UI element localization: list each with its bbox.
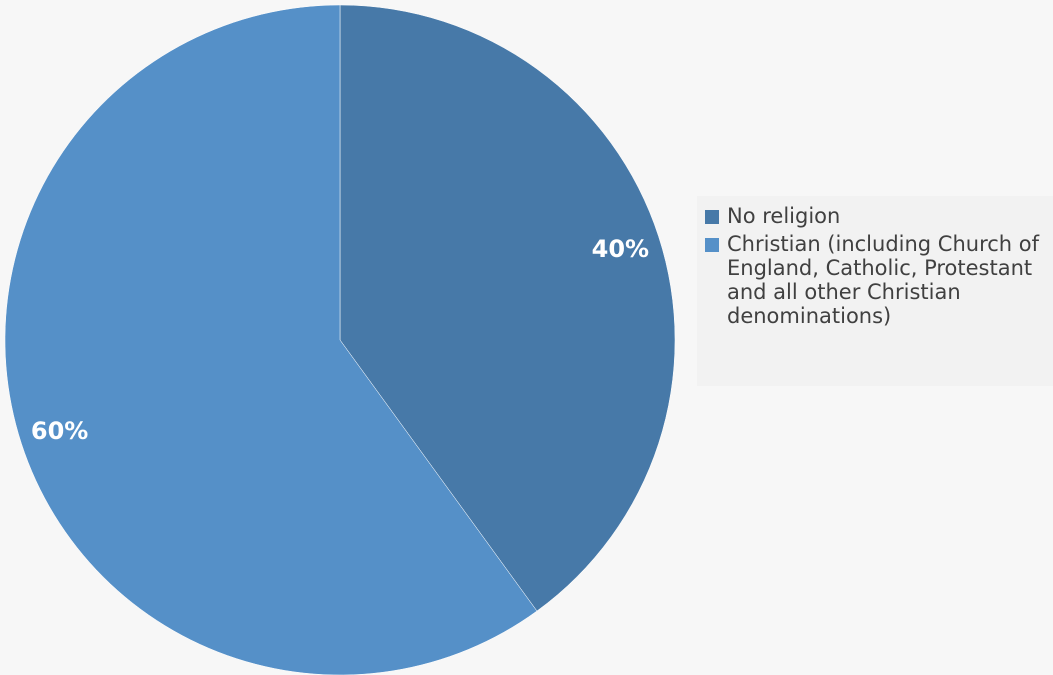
- legend-label-christian: Christian (including Church of England, …: [727, 232, 1040, 328]
- legend-swatch-christian: [705, 238, 719, 252]
- data-label-0: 40%: [592, 235, 649, 263]
- legend-swatch-no-religion: [705, 210, 719, 224]
- slices-group: [4, 4, 676, 675]
- legend-label-no-religion: No religion: [727, 204, 841, 228]
- pie-slice-0: [339, 4, 676, 612]
- legend-item-christian: Christian (including Church of England, …: [705, 232, 1053, 328]
- legend: No religion Christian (including Church …: [697, 196, 1053, 386]
- data-labels-group: 40% 60%: [31, 235, 649, 445]
- legend-item-no-religion: No religion: [705, 204, 1053, 228]
- data-label-1: 60%: [31, 417, 88, 445]
- pie-slice-1: [4, 4, 538, 675]
